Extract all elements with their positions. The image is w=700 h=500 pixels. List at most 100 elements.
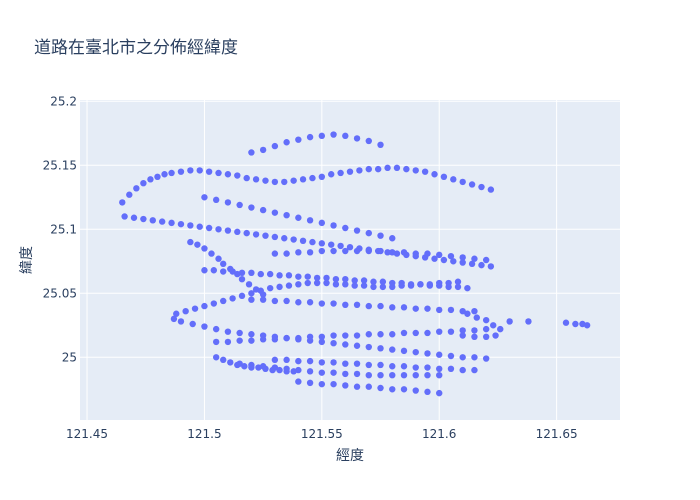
data-point [276, 283, 283, 291]
data-point [374, 165, 382, 173]
data-point [252, 176, 260, 183]
data-point [224, 328, 232, 335]
data-point [384, 249, 391, 256]
data-point [271, 297, 279, 305]
data-point [490, 322, 497, 329]
data-point [323, 279, 330, 287]
data-point [330, 340, 337, 347]
data-point [229, 295, 236, 302]
data-point [478, 183, 485, 191]
data-point [492, 332, 499, 339]
x-axis-ticks: 121.45 121.5 121.55 121.6 121.65 [66, 427, 578, 441]
data-point [353, 247, 361, 255]
data-point [342, 332, 349, 339]
data-point [238, 276, 246, 283]
data-point [196, 167, 203, 174]
data-point [400, 249, 408, 256]
data-point [431, 171, 438, 178]
data-point [424, 388, 431, 396]
data-point [459, 354, 466, 361]
data-point [525, 318, 532, 325]
data-point [194, 241, 201, 248]
data-point [447, 306, 455, 314]
data-point [212, 354, 220, 361]
data-point [215, 169, 222, 177]
data-point [262, 177, 269, 184]
data-point [459, 327, 466, 334]
data-point [447, 252, 455, 260]
data-point [187, 167, 194, 174]
data-point [471, 327, 478, 334]
data-point [330, 359, 337, 366]
data-point [424, 350, 431, 357]
data-point [238, 292, 246, 300]
data-point [370, 278, 377, 285]
data-point [306, 337, 314, 344]
data-point [201, 302, 208, 310]
data-point [482, 355, 490, 362]
data-point [436, 389, 443, 397]
data-point [290, 368, 297, 375]
data-point [201, 323, 208, 330]
data-point [424, 250, 431, 257]
data-point [259, 332, 267, 339]
data-point [562, 319, 570, 326]
data-point [196, 223, 203, 230]
data-point [210, 267, 218, 274]
x-tick-label: 121.45 [66, 427, 108, 441]
data-point [424, 372, 431, 379]
data-point [436, 306, 443, 314]
data-point [306, 379, 314, 387]
data-point [497, 325, 504, 333]
data-point [271, 250, 279, 257]
y-axis-ticks: 25 25.05 25.1 25.15 25.2 [43, 94, 77, 364]
data-point [271, 209, 279, 216]
data-point [318, 219, 326, 227]
y-tick-label: 25 [62, 350, 77, 364]
data-point [168, 219, 175, 227]
data-point [318, 240, 326, 247]
data-point [365, 229, 372, 237]
data-point [365, 383, 372, 390]
data-point [245, 281, 253, 288]
data-point [299, 176, 307, 183]
data-point [328, 171, 335, 178]
data-point [403, 165, 410, 173]
data-point [450, 176, 457, 183]
data-point [295, 299, 302, 306]
data-point [377, 372, 384, 379]
data-point [471, 354, 478, 361]
data-point [353, 370, 361, 378]
data-point [365, 247, 372, 255]
data-point [234, 172, 241, 179]
data-point [389, 372, 396, 379]
data-point [140, 180, 147, 187]
data-point [323, 274, 330, 282]
data-point [436, 251, 443, 259]
data-point [365, 361, 372, 369]
data-point [299, 237, 307, 244]
data-point [234, 361, 241, 369]
data-point [313, 274, 321, 282]
data-point [468, 181, 476, 188]
data-point [342, 276, 349, 283]
data-point [464, 310, 471, 317]
data-point [121, 213, 128, 220]
data-point [271, 356, 279, 364]
data-point [377, 302, 384, 310]
data-point [506, 318, 513, 325]
data-point [389, 363, 396, 370]
data-point [271, 178, 279, 186]
data-point [309, 238, 316, 246]
data-point [353, 383, 361, 390]
data-point [243, 174, 250, 182]
data-point [412, 387, 419, 394]
data-point [318, 380, 326, 388]
data-point [266, 270, 274, 278]
data-point [177, 318, 185, 325]
data-point [389, 386, 396, 393]
data-point [276, 272, 283, 279]
data-point [212, 325, 220, 333]
data-point [224, 227, 232, 234]
